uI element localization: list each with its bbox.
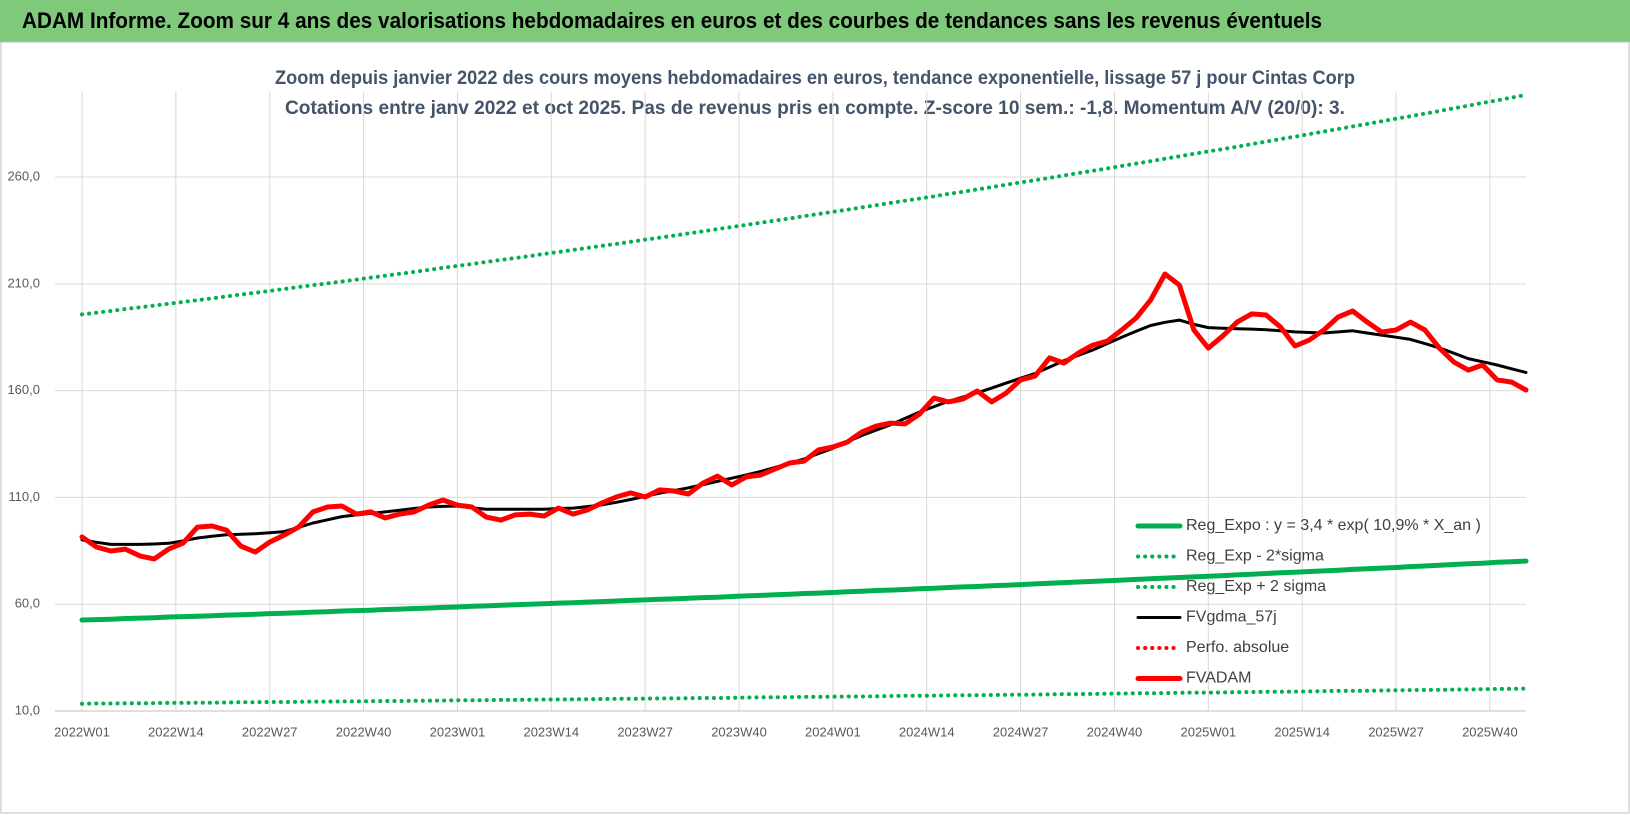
x-tick-label: 2024W27 bbox=[993, 724, 1049, 739]
chart-frame bbox=[0, 41, 1630, 814]
x-tick-label: 2022W14 bbox=[148, 724, 204, 739]
x-tick-label: 2025W01 bbox=[1180, 724, 1236, 739]
series-line bbox=[80, 686, 1528, 706]
series-line bbox=[79, 558, 1529, 623]
chart-subtitle: Cotations entre janv 2022 et oct 2025. P… bbox=[285, 98, 1345, 119]
legend-label: Reg_Exp + 2 sigma bbox=[1186, 578, 1326, 595]
x-tick-label: 2022W40 bbox=[336, 724, 392, 739]
legend-label: FVgdma_57j bbox=[1186, 609, 1277, 626]
legend-label: Reg_Expo : y = 3,4 * exp( 10,9% * X_an ) bbox=[1186, 517, 1481, 534]
x-tick-label: 2023W27 bbox=[617, 724, 673, 739]
y-tick-label: 210,0 bbox=[7, 275, 40, 290]
x-tick-label: 2023W01 bbox=[430, 724, 486, 739]
x-tick-label: 2025W27 bbox=[1368, 724, 1424, 739]
x-tick-label: 2023W14 bbox=[523, 724, 579, 739]
x-tick-label: 2022W27 bbox=[242, 724, 298, 739]
x-tick-label: 2023W40 bbox=[711, 724, 767, 739]
y-tick-label: 160,0 bbox=[7, 382, 40, 397]
series-line bbox=[80, 93, 1528, 317]
x-tick-label: 2024W01 bbox=[805, 724, 861, 739]
x-tick-label: 2024W40 bbox=[1087, 724, 1143, 739]
header-title: ADAM Informe. Zoom sur 4 ans des valoris… bbox=[22, 8, 1322, 33]
series-line bbox=[79, 271, 1529, 562]
x-tick-label: 2025W40 bbox=[1462, 724, 1518, 739]
header-bar bbox=[0, 0, 1630, 42]
x-tick-label: 2025W14 bbox=[1274, 724, 1330, 739]
y-tick-label: 60,0 bbox=[15, 596, 40, 611]
y-tick-label: 10,0 bbox=[15, 702, 40, 717]
y-tick-label: 110,0 bbox=[8, 489, 40, 504]
x-tick-label: 2022W01 bbox=[54, 724, 110, 739]
x-tick-label: 2024W14 bbox=[899, 724, 955, 739]
y-tick-label: 260,0 bbox=[7, 168, 40, 183]
chart-title: Zoom depuis janvier 2022 des cours moyen… bbox=[275, 68, 1355, 89]
legend-label: Perfo. absolue bbox=[1186, 639, 1289, 656]
legend-label: FVADAM bbox=[1186, 670, 1251, 687]
legend-label: Reg_Exp - 2*sigma bbox=[1186, 548, 1324, 565]
